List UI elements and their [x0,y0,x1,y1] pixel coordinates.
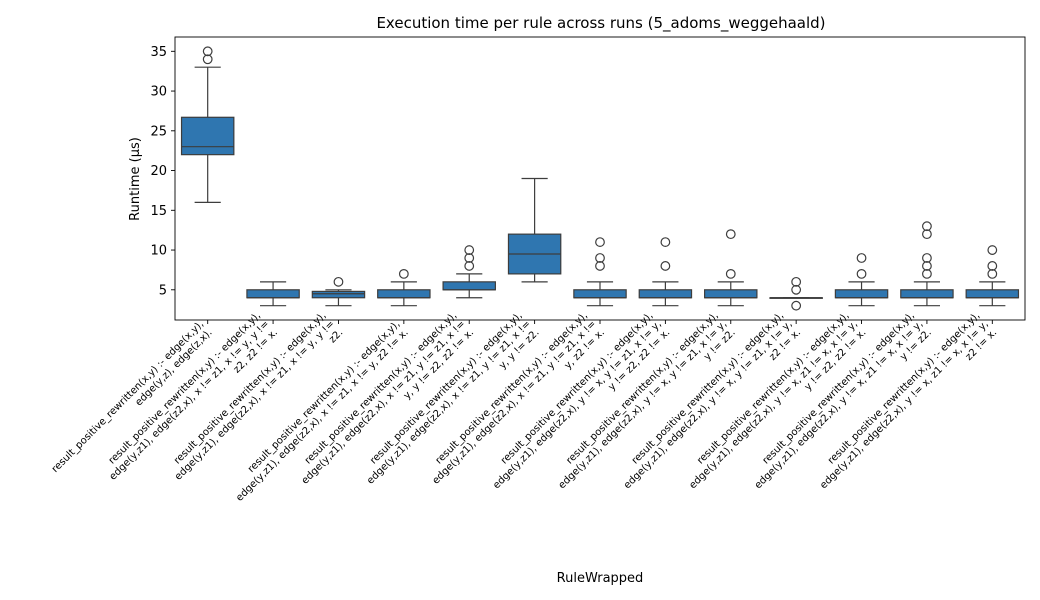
y-tick-label: 10 [150,244,167,259]
outlier-point [987,261,998,271]
chart-title: Execution time per rule across runs (5_a… [376,14,825,33]
plot-frame [174,36,1026,321]
box-group-1 [180,46,235,203]
box-group-9 [704,229,758,307]
iqr-box [573,289,627,299]
y-axis-label: Runtime (µs) [128,137,143,221]
y-tick-label: 30 [150,85,167,100]
x-axis-label: RuleWrapped [557,571,644,586]
iqr-box [180,116,235,156]
outlier-point [595,253,605,263]
y-tick-label: 15 [150,204,167,219]
outlier-point [922,261,932,271]
outlier-point [791,300,802,311]
outlier-point [791,276,802,287]
box-group-6 [507,177,562,283]
iqr-box [442,281,496,291]
box-group-4 [377,268,431,307]
outlier-point [464,261,475,271]
y-tick-label: 25 [150,124,167,139]
box-group-5 [442,245,496,299]
iqr-box [638,289,693,299]
box-group-10 [769,276,823,311]
box-group-7 [573,237,627,307]
iqr-box [900,289,954,299]
outlier-point [922,229,932,240]
plot-area [174,36,1026,321]
outlier-point [987,245,998,255]
y-axis: 5 10 15 20 25 30 35 [150,45,175,298]
x-axis: result_positive_rewritten(x,y) :- edge(x… [50,310,999,504]
outlier-point [595,237,605,247]
box-group-3 [311,276,366,307]
y-tick-label: 35 [150,45,167,60]
box-group-12 [900,221,954,307]
iqr-box [377,289,431,299]
outlier-point [856,253,867,263]
y-tick-label: 20 [150,164,167,179]
outlier-point [922,253,932,263]
outlier-point [987,268,998,279]
outlier-point [464,253,475,263]
box-group-13 [965,245,1020,307]
outlier-point [398,268,409,279]
outlier-point [922,221,932,232]
box-group-2 [246,281,300,307]
outlier-point [660,237,671,247]
outlier-point [464,245,475,255]
outlier-point [202,46,213,57]
outlier-point [725,268,736,279]
iqr-box [704,289,758,299]
outlier-point [333,276,344,287]
iqr-box [311,290,366,299]
iqr-box [965,289,1020,299]
outlier-point [922,268,932,279]
outlier-point [202,54,213,65]
iqr-box [834,289,889,299]
outlier-point [595,261,605,271]
box-group-11 [834,253,889,307]
outlier-point [791,284,802,295]
y-tick-label: 5 [159,283,167,298]
outlier-point [660,261,671,271]
outlier-point [856,268,867,279]
iqr-box [246,289,300,299]
box-group-8 [638,237,693,307]
outlier-point [725,229,736,240]
